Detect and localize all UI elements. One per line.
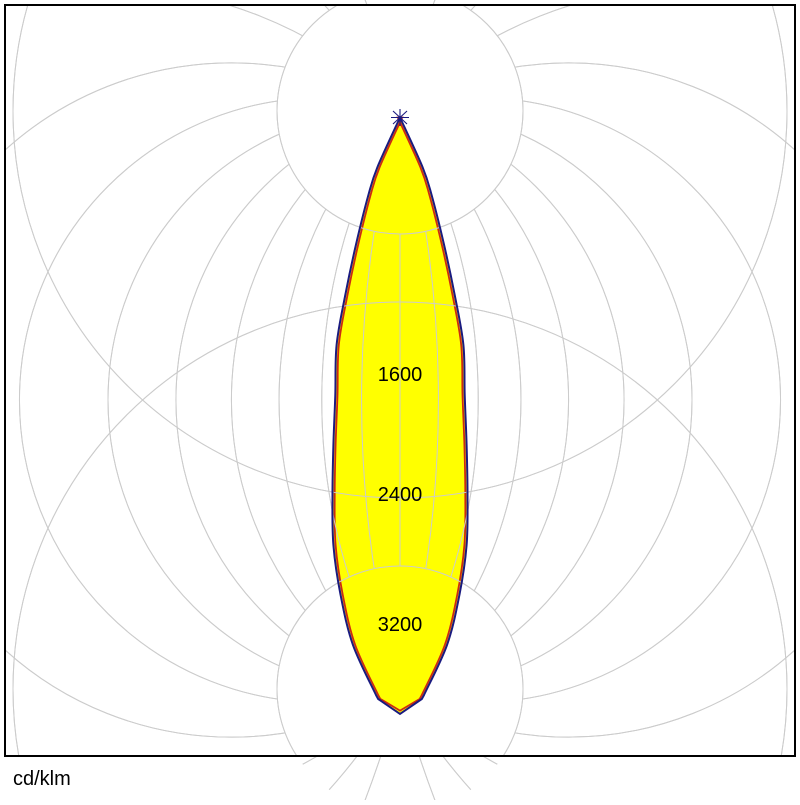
svg-text:1600: 1600 — [378, 364, 423, 386]
svg-text:2400: 2400 — [378, 484, 423, 506]
svg-text:3200: 3200 — [378, 614, 423, 636]
